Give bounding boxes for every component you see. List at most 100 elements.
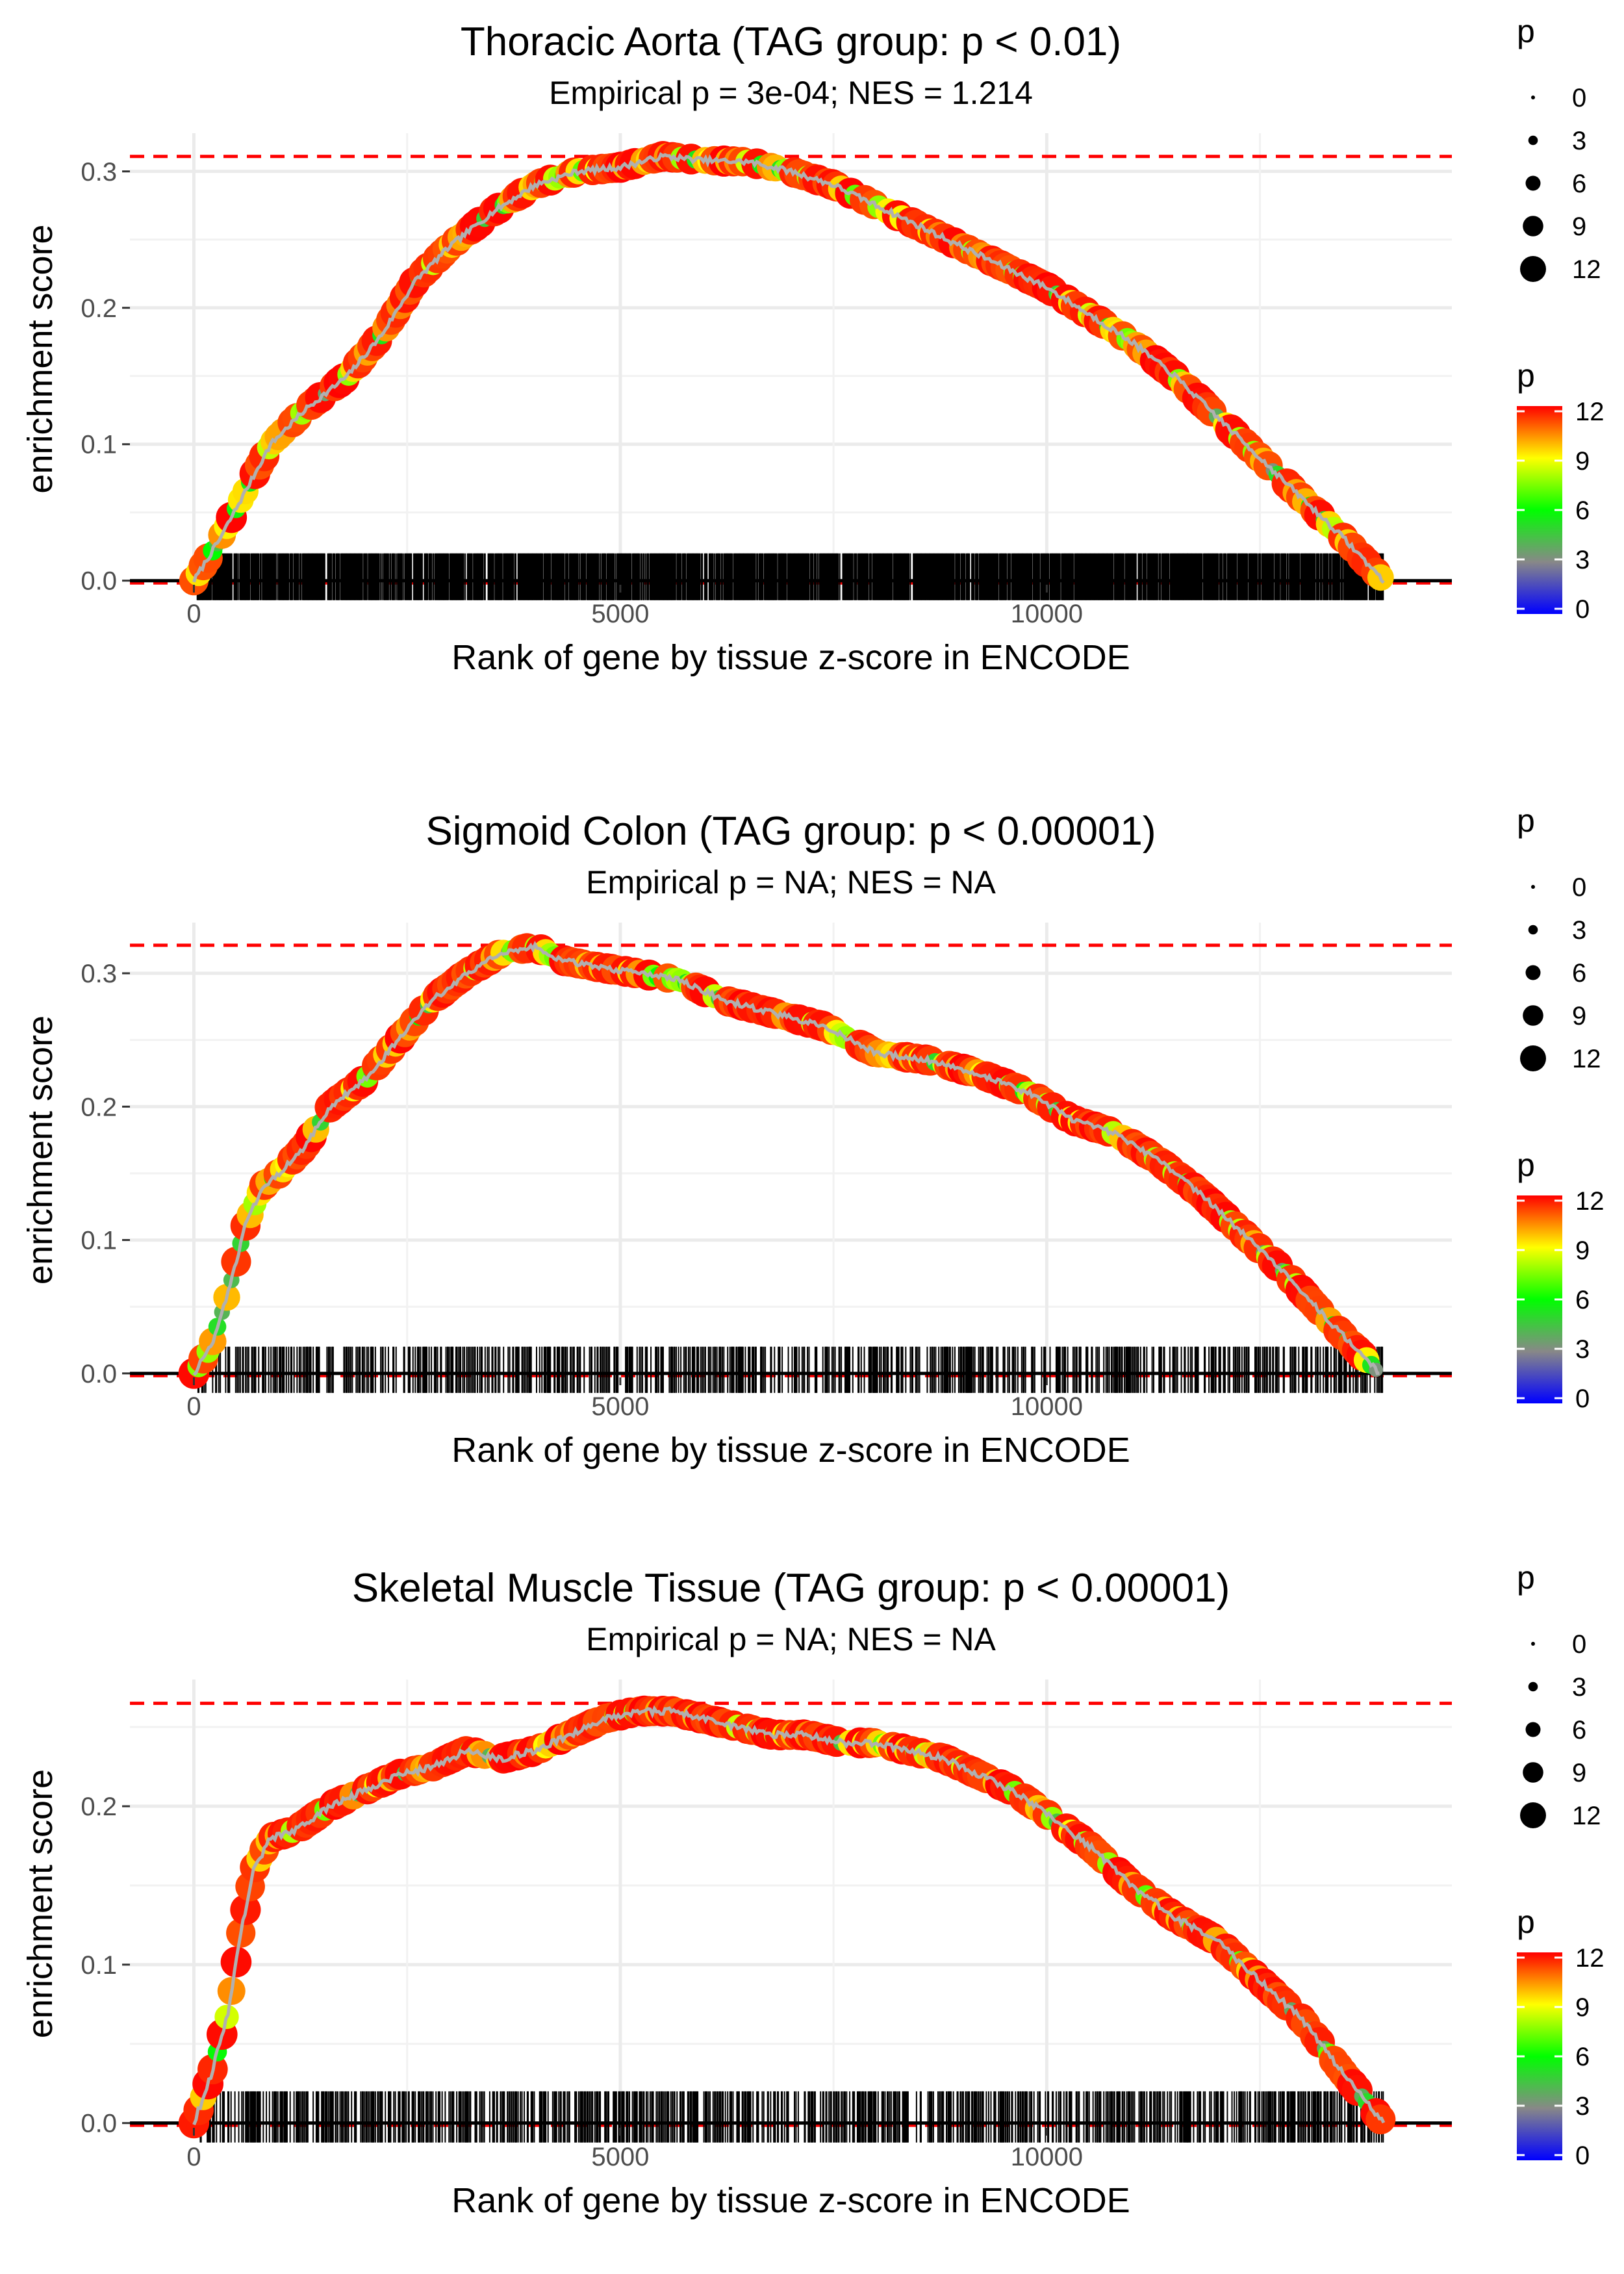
enrichment-panel-skeletal-muscle: Skeletal Muscle Tissue (TAG group: p < 0…	[21, 1559, 1605, 2220]
color-legend-label: 0	[1575, 2141, 1590, 2170]
enrichment-points	[178, 933, 1384, 1389]
size-legend-label: 6	[1572, 1716, 1586, 1744]
size-legend-label: 12	[1572, 1045, 1601, 1073]
x-tick-label: 5000	[591, 600, 649, 628]
color-legend-label: 3	[1575, 2092, 1590, 2121]
size-legend-label: 9	[1572, 1759, 1586, 1787]
x-axis-title: Rank of gene by tissue z-score in ENCODE	[451, 2181, 1130, 2220]
size-legend-label: 6	[1572, 170, 1586, 198]
color-legend-title: p	[1517, 1147, 1535, 1183]
enrichment-panel-sigmoid-colon: Sigmoid Colon (TAG group: p < 0.00001) Em…	[21, 802, 1605, 1470]
size-legend-label: 0	[1572, 873, 1586, 902]
size-legend-label: 3	[1572, 1673, 1586, 1702]
size-legend-label: 9	[1572, 212, 1586, 241]
gene-rug	[196, 553, 1384, 600]
size-legend-dot	[1525, 965, 1541, 980]
x-tick-label: 10000	[1011, 1392, 1083, 1421]
chart-subtitle: Empirical p = NA; NES = NA	[586, 1621, 996, 1657]
color-legend-label: 12	[1575, 1187, 1605, 1216]
size-legend-label: 3	[1572, 916, 1586, 945]
x-axis-title: Rank of gene by tissue z-score in ENCODE	[451, 638, 1130, 677]
color-legend-label: 3	[1575, 546, 1590, 574]
size-legend-label: 12	[1572, 1802, 1601, 1830]
size-legend-label: 9	[1572, 1002, 1586, 1030]
size-legend-dot	[1520, 1802, 1546, 1828]
x-axis-title: Rank of gene by tissue z-score in ENCODE	[451, 1431, 1130, 1470]
gene-rug	[199, 2091, 1384, 2143]
size-legend-dot	[1525, 175, 1541, 191]
color-legend-label: 12	[1575, 1944, 1605, 1973]
y-gridlines	[130, 1726, 1452, 2125]
enrichment-points	[178, 1695, 1396, 2139]
color-legend-label: 6	[1575, 496, 1590, 525]
y-tick-label: 0.3	[81, 960, 117, 988]
y-tick-label: 0.3	[81, 158, 117, 186]
color-legend-label: 9	[1575, 1236, 1590, 1265]
size-legend-dot	[1523, 1005, 1543, 1026]
size-legend-dot	[1520, 1045, 1546, 1071]
color-legend-label: 6	[1575, 1286, 1590, 1314]
size-legend-title: p	[1517, 13, 1535, 49]
y-tick-label: 0.0	[81, 1360, 117, 1388]
size-legend-dot	[1523, 1762, 1543, 1783]
color-legend-label: 6	[1575, 2043, 1590, 2071]
size-legend-dot	[1531, 1642, 1535, 1646]
y-tick-label: 0.1	[81, 1951, 117, 1980]
x-tick-label: 0	[186, 1392, 201, 1421]
size-legend-label: 0	[1572, 1630, 1586, 1659]
color-legend-label: 0	[1575, 595, 1590, 624]
y-tick-label: 0.0	[81, 2110, 117, 2138]
chart-title: Thoracic Aorta (TAG group: p < 0.01)	[461, 19, 1121, 64]
color-legend-label: 9	[1575, 447, 1590, 476]
color-legend-title: p	[1517, 1904, 1535, 1940]
size-legend-label: 6	[1572, 959, 1586, 988]
color-legend-label: 9	[1575, 1993, 1590, 2022]
color-legend-label: 3	[1575, 1335, 1590, 1364]
x-gridlines	[192, 923, 1262, 1377]
y-tick-label: 0.2	[81, 294, 117, 323]
x-gridlines	[192, 133, 1262, 585]
enrichment-points	[179, 140, 1394, 596]
size-legend-dot	[1528, 1681, 1538, 1692]
x-tick-label: 0	[186, 2143, 201, 2171]
y-tick-label: 0.2	[81, 1793, 117, 1821]
running-es-line	[192, 152, 1385, 584]
size-legend-label: 0	[1572, 84, 1586, 112]
size-legend-title: p	[1517, 802, 1535, 839]
x-tick-label: 5000	[591, 1392, 649, 1421]
y-axis-title: enrichment score	[21, 1769, 60, 2038]
color-legend-title: p	[1517, 357, 1535, 394]
size-legend-dot	[1525, 1722, 1541, 1737]
x-tick-label: 0	[186, 600, 201, 628]
color-legend-label: 12	[1575, 398, 1605, 426]
running-es-line	[192, 1705, 1386, 2126]
x-tick-label: 10000	[1011, 2143, 1083, 2171]
chart-subtitle: Empirical p = NA; NES = NA	[586, 864, 996, 901]
y-tick-label: 0.2	[81, 1093, 117, 1121]
size-legend-dot	[1528, 925, 1538, 935]
size-legend-dot	[1520, 256, 1546, 282]
size-legend-dot	[1531, 885, 1535, 889]
gene-rug	[197, 1346, 1384, 1393]
running-es-line	[192, 941, 1380, 1376]
size-legend-label: 12	[1572, 255, 1601, 284]
x-tick-label: 5000	[591, 2143, 649, 2171]
y-tick-label: 0.0	[81, 567, 117, 596]
y-gridlines	[130, 971, 1452, 1375]
size-legend-dot	[1523, 216, 1543, 236]
size-legend-dot	[1528, 135, 1538, 146]
x-tick-label: 10000	[1011, 600, 1083, 628]
y-tick-label: 0.1	[81, 1227, 117, 1255]
size-legend-dot	[1531, 96, 1535, 99]
chart-title: Skeletal Muscle Tissue (TAG group: p < 0…	[352, 1566, 1230, 1611]
y-axis-title: enrichment score	[21, 224, 60, 493]
size-legend-label: 3	[1572, 127, 1586, 155]
chart-title: Sigmoid Colon (TAG group: p < 0.00001)	[425, 809, 1156, 854]
x-gridlines	[192, 1680, 1262, 2128]
size-legend-title: p	[1517, 1559, 1535, 1596]
chart-subtitle: Empirical p = 3e-04; NES = 1.214	[549, 75, 1033, 111]
y-axis-title: enrichment score	[21, 1016, 60, 1284]
y-tick-label: 0.1	[81, 431, 117, 459]
enrichment-panel-thoracic-aorta: Thoracic Aorta (TAG group: p < 0.01) Empi…	[21, 13, 1605, 677]
color-legend-label: 0	[1575, 1385, 1590, 1413]
